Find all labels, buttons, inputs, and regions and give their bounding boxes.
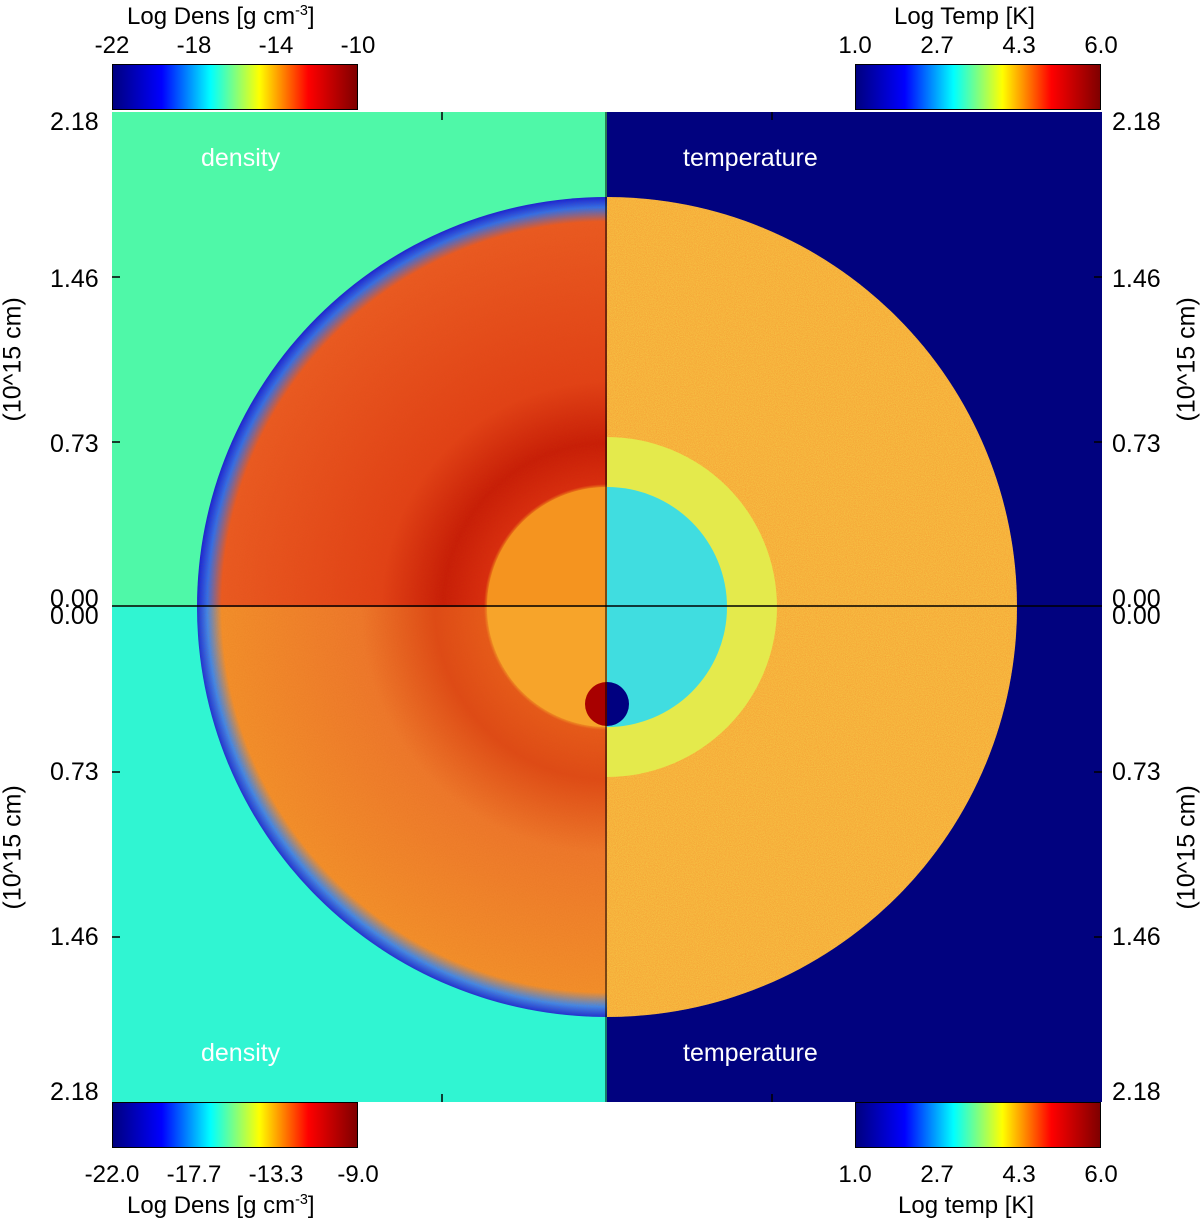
colorbar-temperature-bottom <box>855 1102 1101 1148</box>
colorbar-density-top <box>112 64 358 110</box>
colorbar-density-top-title: Log Dens [g cm-3] <box>127 3 315 30</box>
temperature-core-bottom <box>607 607 727 727</box>
axis-tick-label: 2.18 <box>1112 108 1161 136</box>
colorbar-tick: -18 <box>176 32 212 59</box>
axis-tick-label: 0.00 <box>1112 585 1161 613</box>
colorbar-tick: -22 <box>94 32 130 59</box>
colorbar-tick: 2.7 <box>920 1161 954 1188</box>
axis-tick-label: 0.73 <box>1112 430 1161 458</box>
y-axis-label: (10^15 cm) <box>0 297 27 422</box>
colorbar-tick: -10 <box>340 32 376 59</box>
axis-tick-label: 1.46 <box>50 265 99 293</box>
axis-tick-label: 0.00 <box>50 585 99 613</box>
panel-label-density-bottom: density <box>201 1039 281 1067</box>
companion-density <box>585 682 607 726</box>
axis-ticks <box>112 112 1102 1102</box>
axis-tick-label: 0.00 <box>50 602 99 630</box>
panel-label-temperature-bottom: temperature <box>683 1039 818 1067</box>
colorbar-density-bottom-title: Log Dens [g cm-3] <box>127 1192 315 1219</box>
axis-tick-label: 0.73 <box>50 430 99 458</box>
axis-tick-label: 1.46 <box>1112 923 1161 951</box>
colorbar-density-bottom <box>112 1102 358 1148</box>
colorbar-tick: 6.0 <box>1084 32 1118 59</box>
colorbar-temperature-top <box>855 64 1101 110</box>
axis-tick-label: 2.18 <box>1112 1078 1161 1106</box>
axis-tick-label: 0.73 <box>1112 758 1161 786</box>
temperature-core-top <box>607 487 727 607</box>
colorbar-tick: 4.3 <box>1002 1161 1036 1188</box>
axis-tick-label: 1.46 <box>50 923 99 951</box>
colorbar-tick: 4.3 <box>1002 32 1036 59</box>
colorbar-tick: 6.0 <box>1084 1161 1118 1188</box>
density-inner-bottom <box>487 607 607 727</box>
colorbar-tick: -13.3 <box>248 1161 304 1188</box>
y-axis-label: (10^15 cm) <box>1172 297 1200 422</box>
axis-tick-label: 0.73 <box>50 758 99 786</box>
colorbar-tick: 1.0 <box>838 32 872 59</box>
panel-label-temperature-top: temperature <box>683 144 818 172</box>
companion-temperature <box>607 682 629 726</box>
colorbar-tick: -17.7 <box>166 1161 222 1188</box>
colorbar-tick: -14 <box>258 32 294 59</box>
colorbar-temperature-bottom-title: Log temp [K] <box>898 1192 1035 1219</box>
colorbar-tick: 2.7 <box>920 32 954 59</box>
colorbar-tick: -9.0 <box>337 1161 379 1188</box>
axis-tick-label: 0.00 <box>1112 602 1161 630</box>
simulation-map <box>112 112 1102 1102</box>
axis-tick-label: 1.46 <box>1112 265 1161 293</box>
density-inner-top <box>487 487 607 607</box>
axis-tick-label: 2.18 <box>50 1078 99 1106</box>
panel-label-density-top: density <box>201 144 281 172</box>
colorbar-tick: 1.0 <box>838 1161 872 1188</box>
colorbar-tick: -22.0 <box>84 1161 140 1188</box>
y-axis-label: (10^15 cm) <box>1172 785 1200 910</box>
y-axis-label: (10^15 cm) <box>0 785 27 910</box>
colorbar-temperature-top-title: Log Temp [K] <box>894 3 1035 30</box>
axis-tick-label: 2.18 <box>50 108 99 136</box>
